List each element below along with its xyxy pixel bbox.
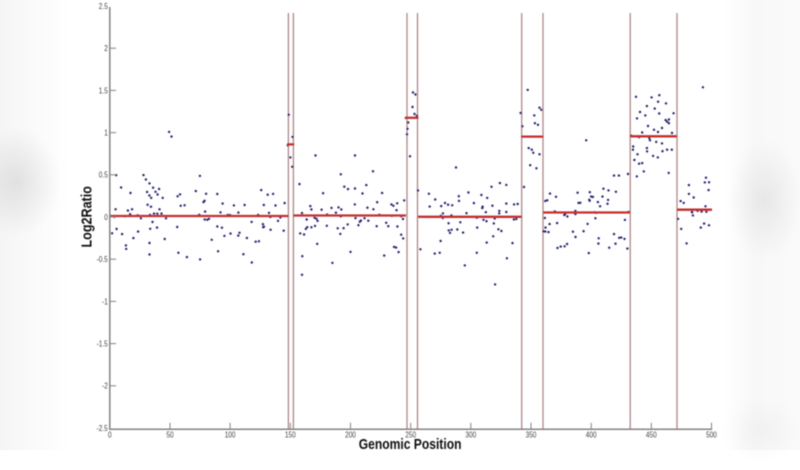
svg-text:0: 0: [104, 212, 108, 222]
svg-text:0: 0: [108, 430, 112, 440]
svg-text:0.5: 0.5: [99, 170, 108, 180]
svg-text:Log2Ratio: Log2Ratio: [79, 186, 95, 247]
svg-text:250: 250: [405, 430, 416, 440]
svg-text:300: 300: [465, 430, 476, 440]
svg-text:200: 200: [345, 430, 356, 440]
svg-text:2: 2: [104, 43, 108, 53]
svg-text:-1: -1: [102, 297, 108, 307]
svg-text:450: 450: [646, 430, 657, 440]
svg-text:50: 50: [166, 430, 173, 440]
svg-text:400: 400: [586, 430, 597, 440]
svg-text:1: 1: [104, 128, 108, 138]
svg-text:-0.5: -0.5: [97, 254, 108, 264]
svg-text:1.5: 1.5: [99, 86, 108, 96]
svg-text:Genomic Position: Genomic Position: [359, 436, 462, 450]
svg-text:150: 150: [285, 430, 296, 440]
svg-text:-2: -2: [102, 381, 108, 391]
svg-text:-2.5: -2.5: [97, 423, 108, 433]
svg-text:100: 100: [225, 430, 236, 440]
svg-text:-1.5: -1.5: [97, 339, 108, 349]
svg-text:500: 500: [706, 430, 717, 440]
svg-text:350: 350: [526, 430, 537, 440]
svg-text:2.5: 2.5: [99, 1, 108, 11]
